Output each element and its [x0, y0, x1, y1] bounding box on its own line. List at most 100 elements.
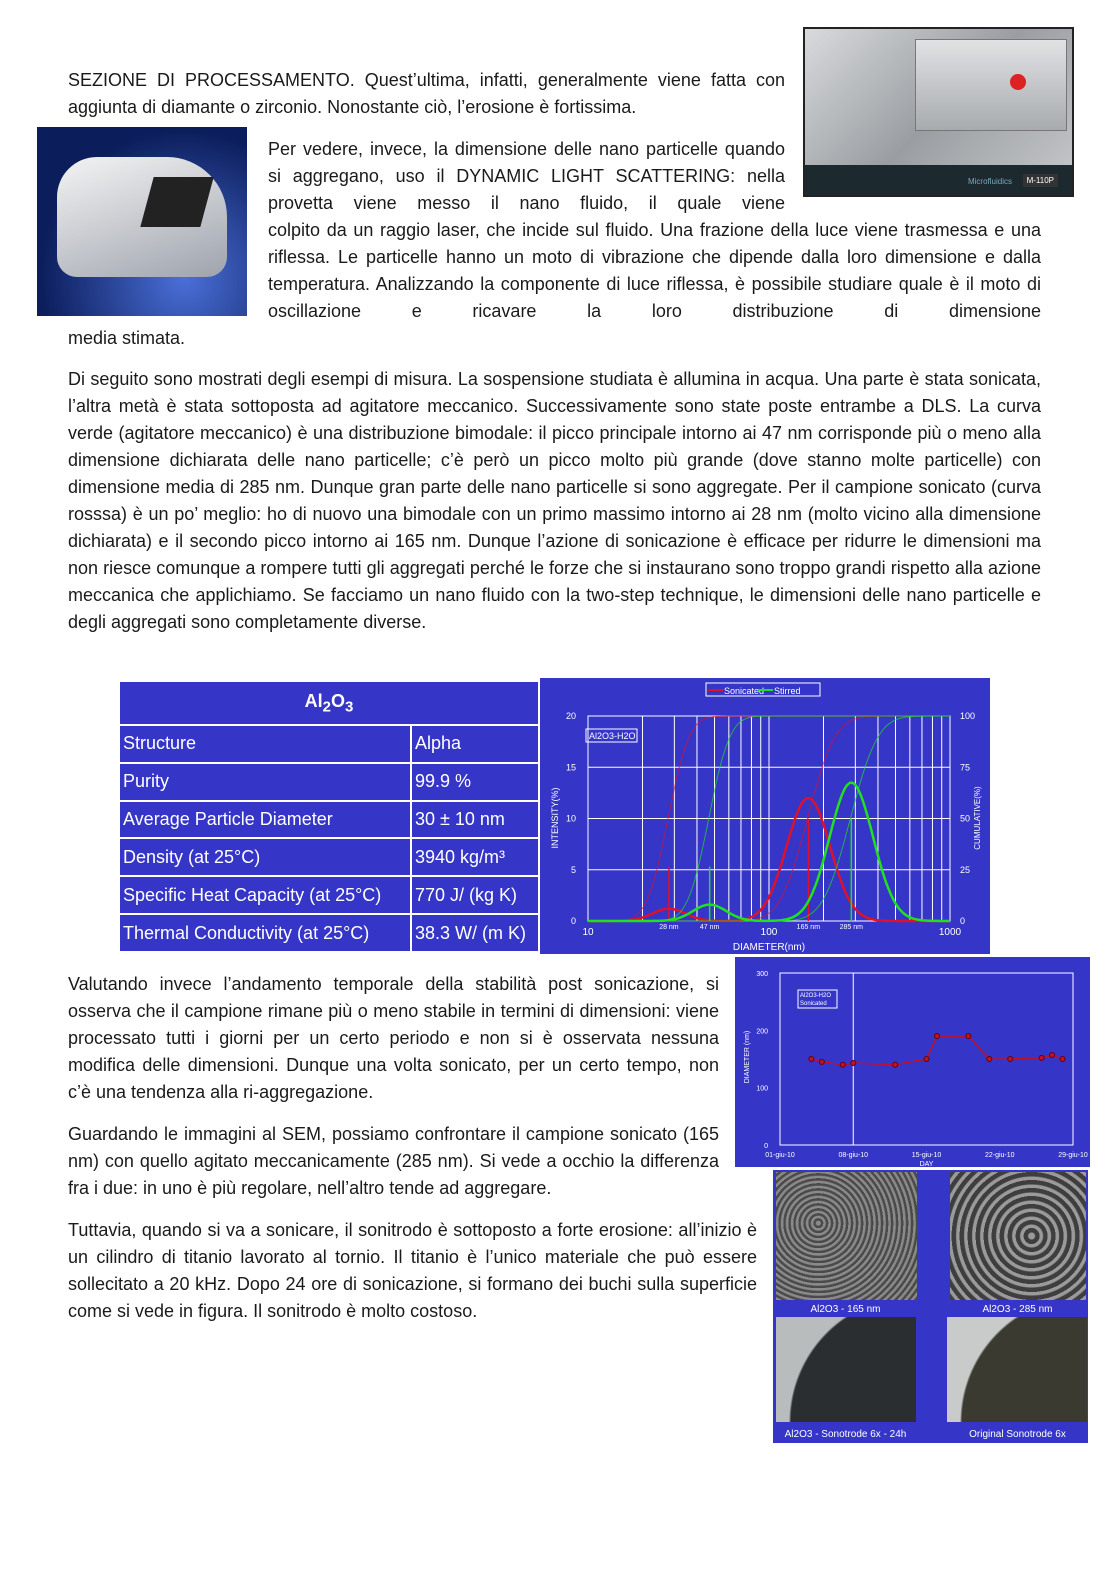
y2-tick-label: 75 [960, 762, 970, 772]
legend-label: Sonicated [724, 686, 764, 696]
peak-label: 165 nm [797, 924, 821, 931]
table-row: Average Particle Diameter 30 ± 10 nm [118, 799, 540, 840]
y-tick-label: 15 [566, 762, 576, 772]
data-point [839, 1061, 846, 1068]
data-point [1038, 1054, 1045, 1061]
y2-tick-label: 50 [960, 814, 970, 824]
x-tick-label: 15-giu-10 [912, 1152, 942, 1159]
legend [705, 682, 821, 697]
paragraph-sonotrode: Tuttavia, quando si va a sonicare, il so… [68, 1220, 757, 1321]
microfluidizer-photo: Microfluidics M-110P [803, 27, 1074, 197]
table-row: Purity 99.9 % [118, 761, 540, 802]
property-value: 770 J/ (kg K) [410, 875, 540, 916]
paragraph-stability: Valutando invece l’andamento temporale d… [68, 974, 719, 1102]
property-value: Alpha [410, 723, 540, 764]
series-line [811, 1035, 1063, 1066]
caption-stirred: Al2O3 - 285 nm [982, 1304, 1053, 1315]
table-row: Density (at 25°C) 3940 kg/m³ [118, 837, 540, 878]
x-axis-label: DAY [920, 1161, 934, 1167]
peak-label: 28 nm [659, 924, 679, 931]
model-label: M-110P [1022, 174, 1058, 187]
property-name: Density (at 25°C) [118, 837, 412, 878]
data-point [850, 1060, 857, 1067]
x-tick-label: 22-giu-10 [985, 1152, 1015, 1159]
x-tick-label: 01-giu-10 [765, 1152, 795, 1159]
y2-tick-label: 0 [960, 916, 965, 926]
property-value: 38.3 W/ (m K) [410, 913, 540, 953]
y-tick-label: 0 [571, 916, 576, 926]
y2-tick-label: 100 [960, 711, 975, 721]
property-name: Thermal Conductivity (at 25°C) [118, 913, 412, 953]
x-axis-label: DIAMETER(nm) [733, 942, 805, 953]
y-tick-label: 100 [756, 1086, 768, 1093]
original-sonotrode-photo [947, 1317, 1087, 1422]
x-tick-label: 100 [761, 927, 778, 938]
data-point [986, 1056, 993, 1062]
series-line [588, 781, 950, 923]
x-tick-label: 10 [582, 927, 594, 938]
data-point [1007, 1056, 1014, 1062]
x-tick-label: 29-giu-10 [1058, 1152, 1088, 1159]
caption-eroded-sonotrode: Al2O3 - Sonotrode 6x - 24h [784, 1429, 907, 1440]
caption-sonicated: Al2O3 - 165 nm [810, 1304, 881, 1315]
paragraph-dls-c: media stimata. [68, 328, 186, 348]
property-value: 30 ± 10 nm [410, 799, 540, 840]
y-tick-label: 20 [566, 711, 576, 721]
y-axis-label: DIAMETER (nm) [744, 1031, 751, 1084]
paragraph-sem: Guardando le immagini al SEM, possiamo c… [68, 1124, 719, 1198]
table-row: Thermal Conductivity (at 25°C) 38.3 W/ (m… [118, 913, 540, 953]
eroded-sonotrode-photo [776, 1317, 916, 1422]
data-point [892, 1061, 899, 1068]
legend-label: Stirred [774, 686, 801, 696]
y2-axis-label: CUMULATIVE(%) [973, 786, 982, 850]
property-name: Average Particle Diameter [118, 799, 412, 840]
data-point [965, 1033, 972, 1040]
peak-label: 47 nm [700, 924, 720, 931]
y-axis-label: INTENSITY(%) [550, 787, 560, 848]
stability-chart: 0 100 200 300 01-giu-10 08-giu-10 15-giu-10 22-… [735, 957, 1090, 1167]
sem-and-sonotrode-figure: Al2O3 - 165 nm Al2O3 - 285 nm Al2O3 - So… [773, 1170, 1088, 1443]
x-tick-label: 08-giu-10 [838, 1152, 868, 1159]
sem-image-stirred [950, 1172, 1086, 1300]
series-line [588, 796, 950, 923]
data-point [818, 1058, 825, 1065]
caption-original-sonotrode: Original Sonotrode 6x [969, 1429, 1066, 1440]
annotation-box [797, 989, 838, 1009]
y2-tick-label: 25 [960, 865, 970, 875]
paragraph-dls-a: Per vedere, invece, la dimensione delle … [268, 139, 785, 213]
data-point [933, 1033, 940, 1040]
property-value: 3940 kg/m³ [410, 837, 540, 878]
data-point [923, 1056, 930, 1062]
sem-image-sonicated [776, 1172, 917, 1300]
y-tick-label: 0 [764, 1143, 768, 1150]
dls-size-distribution-chart: 0 0 5 25 10 50 15 75 20 100 10 100 1000 DIAMETER(nm) I… [540, 678, 990, 954]
y-tick-label: 200 [756, 1028, 768, 1035]
brand-label: Microfluidics [967, 177, 1012, 186]
dls-instrument-photo [37, 127, 247, 316]
data-point [808, 1056, 815, 1062]
peak-label: 285 nm [840, 924, 864, 931]
annotation-box [585, 728, 638, 743]
paragraph-processing: SEZIONE DI PROCESSAMENTO. Quest’ultima, … [68, 70, 785, 117]
alumina-properties-table: Al2O3 Structure Alpha Purity 99.9 % Average … [118, 680, 540, 953]
annotation-label: Al2O3-H2O [800, 993, 831, 999]
property-name: Structure [118, 723, 412, 764]
data-point [1049, 1051, 1056, 1058]
y-tick-label: 5 [571, 865, 576, 875]
y-tick-label: 300 [756, 971, 768, 978]
property-value: 99.9 % [410, 761, 540, 802]
x-tick-label: 1000 [939, 927, 962, 938]
paragraph-measurements: Di seguito sono mostrati degli esempi di… [68, 369, 1041, 632]
plot-frame [779, 972, 1074, 1146]
table-row: Structure Alpha [118, 723, 540, 764]
property-name: Specific Heat Capacity (at 25°C) [118, 875, 412, 916]
property-name: Purity [118, 761, 412, 802]
y-tick-label: 10 [566, 814, 576, 824]
annotation-label: Al2O3-H2O [589, 731, 636, 741]
table-row: Specific Heat Capacity (at 25°C) 770 J/ (… [118, 875, 540, 916]
data-point [1059, 1056, 1066, 1062]
table-title: Al2O3 [118, 680, 540, 726]
annotation-label: Sonicated [800, 1001, 827, 1007]
paragraph-dls-b: colpito da un raggio laser, che incide s… [268, 220, 1041, 321]
